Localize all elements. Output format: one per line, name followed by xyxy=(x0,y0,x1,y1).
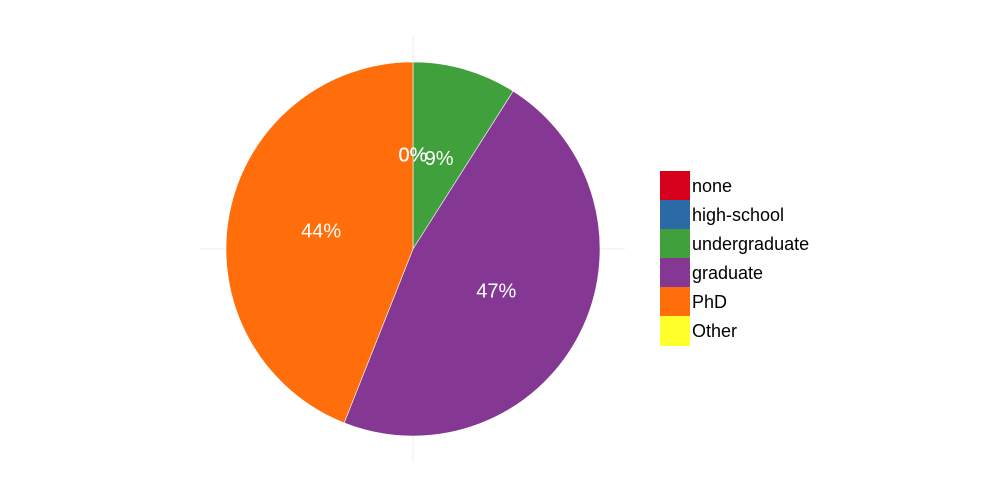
legend-label-none: none xyxy=(692,176,732,196)
legend-swatch-graduate xyxy=(660,258,690,288)
legend-swatch-undergraduate xyxy=(660,229,690,259)
legend-label-undergraduate: undergraduate xyxy=(692,234,809,254)
chart-legend: none high-school undergraduate graduate PhD O… xyxy=(660,171,809,346)
legend-item-graduate[interactable]: graduate xyxy=(660,258,763,288)
pie-slice-phd xyxy=(225,61,414,424)
slice-label-none: 0% xyxy=(399,145,428,167)
legend-label-other: Other xyxy=(692,321,737,341)
legend-swatch-none xyxy=(660,171,690,201)
pie-slice-undergraduate xyxy=(412,61,514,251)
legend-item-phd[interactable]: PhD xyxy=(660,287,727,317)
legend-item-none[interactable]: none xyxy=(660,171,732,201)
legend-swatch-phd xyxy=(660,287,690,317)
legend-label-graduate: graduate xyxy=(692,263,763,283)
legend-label-phd: PhD xyxy=(692,292,727,312)
legend-swatch-high-school xyxy=(660,200,690,230)
slice-label-graduate: 47% xyxy=(476,280,516,302)
slice-label-high-school: 0% xyxy=(399,145,428,167)
legend-label-high-school: high-school xyxy=(692,205,784,225)
legend-item-other[interactable]: Other xyxy=(660,316,737,346)
pie-slice-graduate xyxy=(343,90,601,437)
legend-item-high-school[interactable]: high-school xyxy=(660,200,784,230)
slice-label-undergraduate: 9% xyxy=(425,148,454,170)
legend-item-undergraduate[interactable]: undergraduate xyxy=(660,229,809,259)
legend-swatch-other xyxy=(660,316,690,346)
pie-slices xyxy=(225,61,601,437)
slice-label-other: 0% xyxy=(399,145,428,167)
slice-label-phd: 44% xyxy=(301,220,341,242)
pie-slice-labels: 0%0%9%47%44%0% xyxy=(301,145,516,303)
